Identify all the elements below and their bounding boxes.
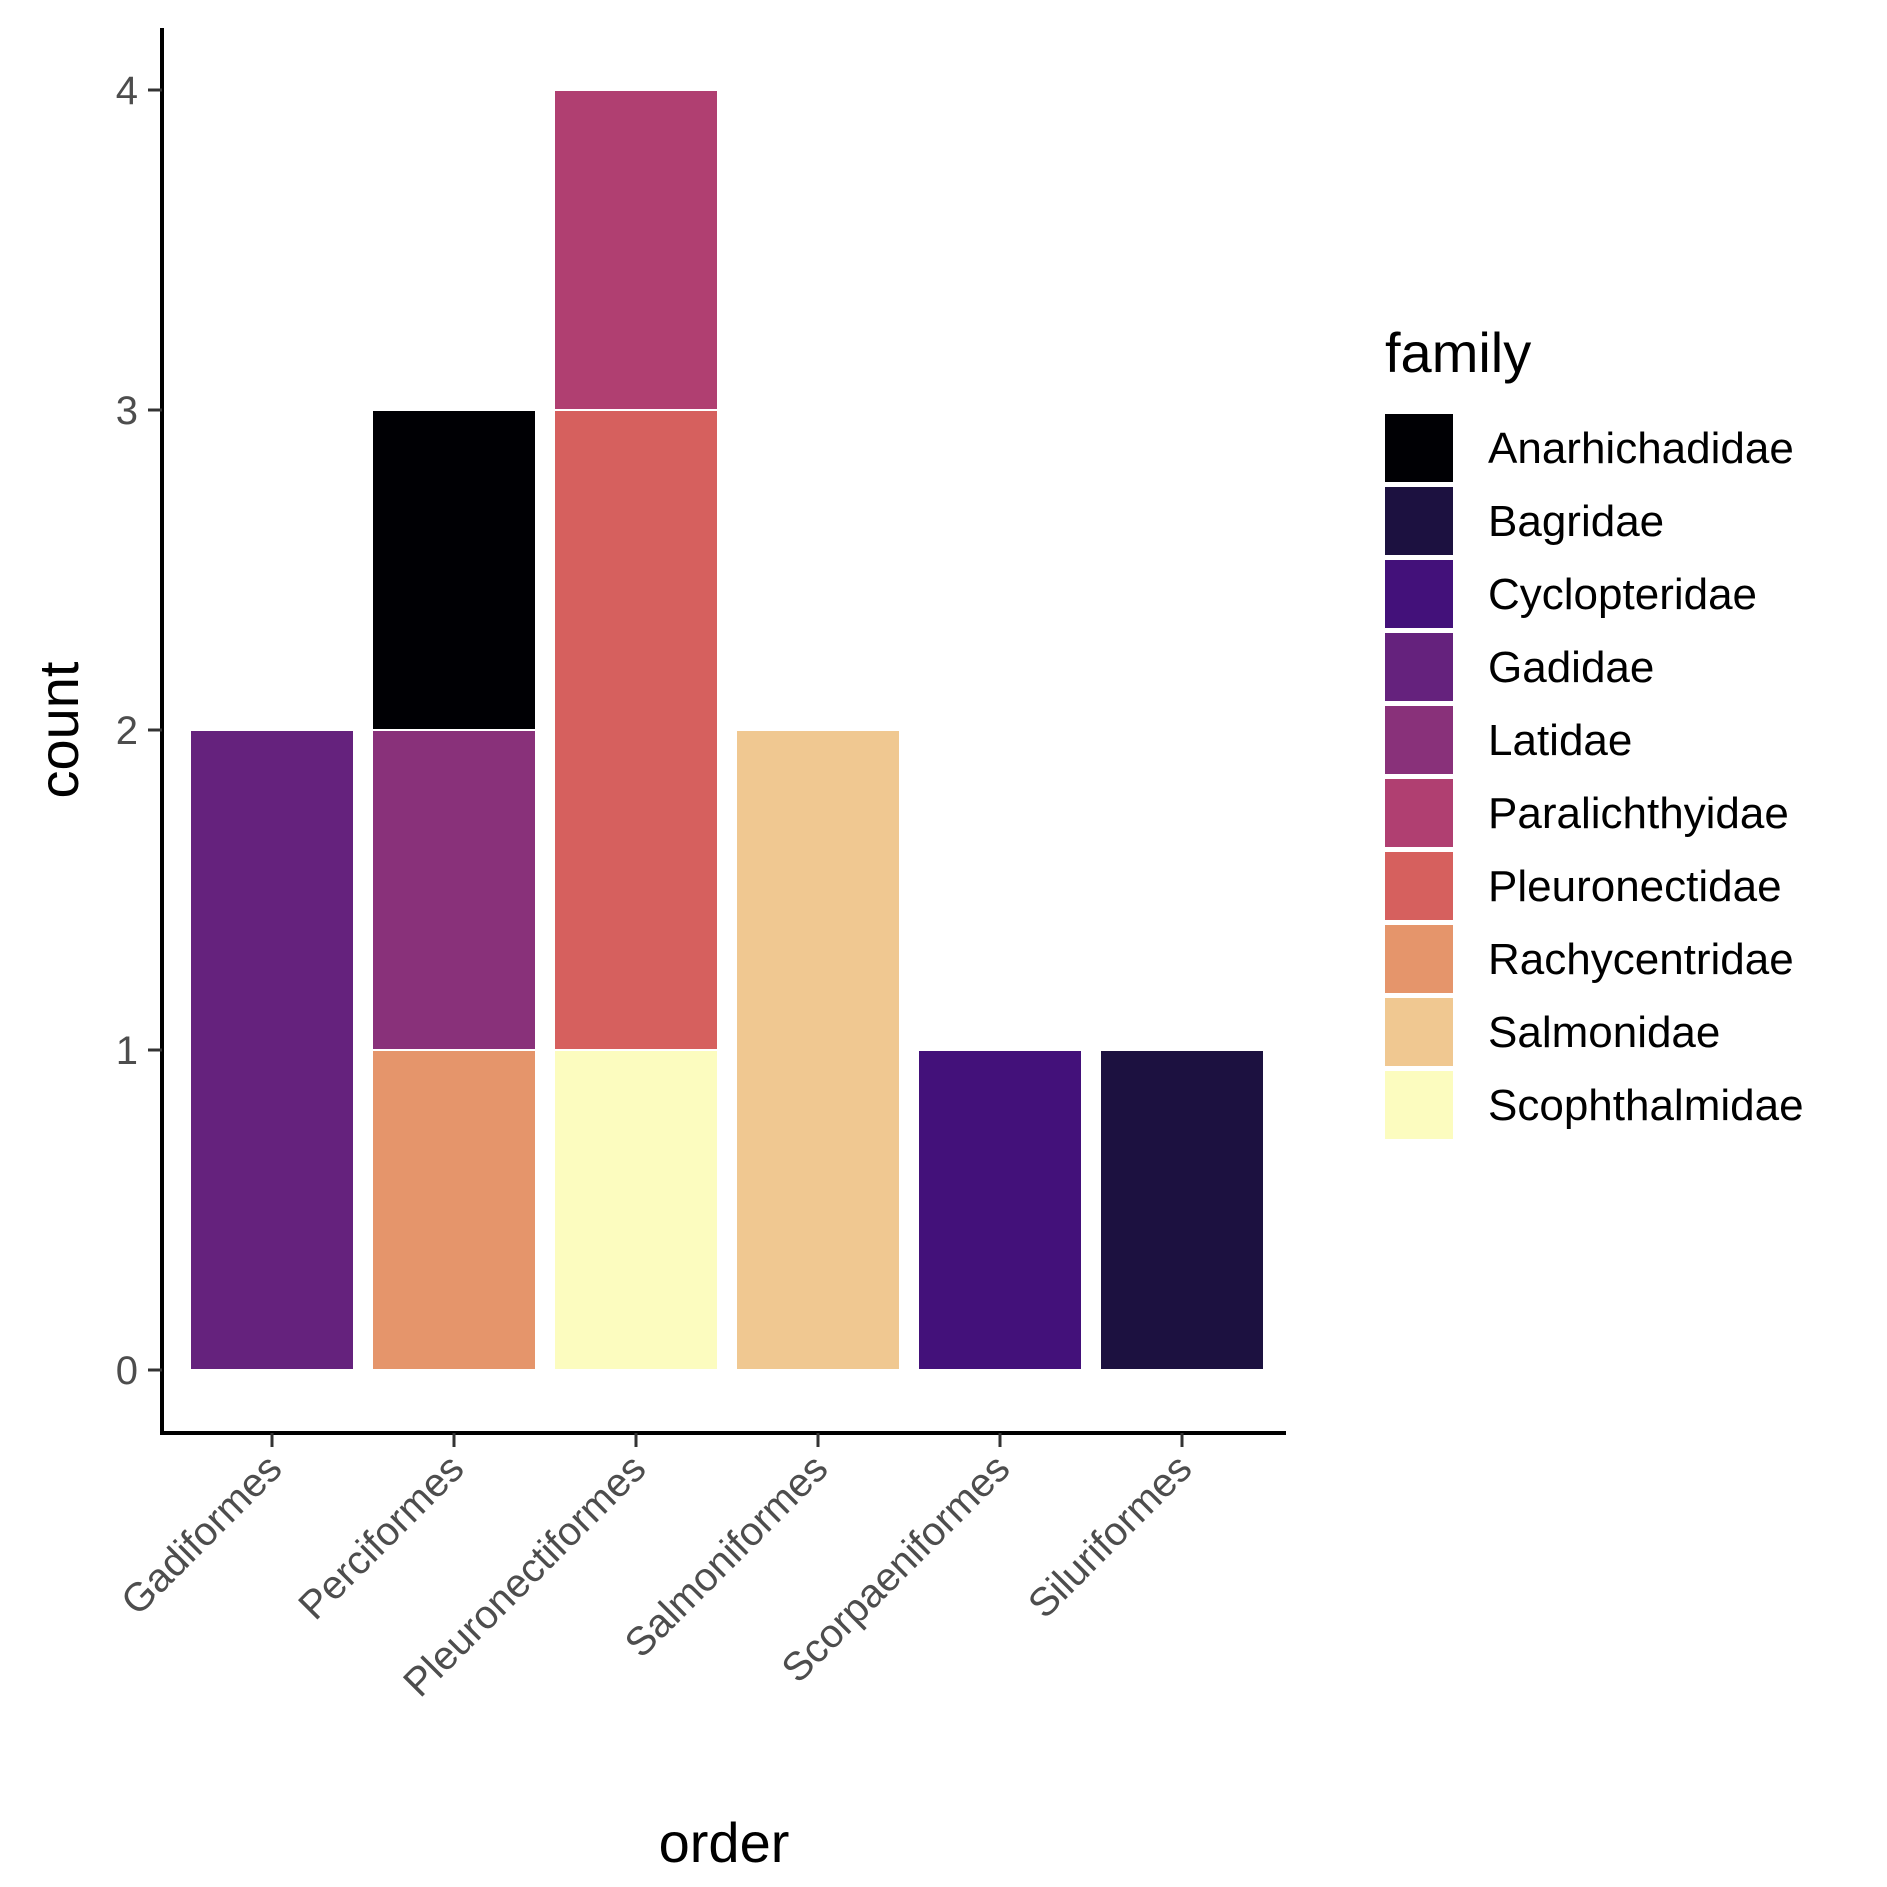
legend-label-cyclopteridae: Cyclopteridae	[1488, 570, 1757, 619]
y-tick-label-2: 2	[116, 709, 138, 753]
legend-label-salmonidae: Salmonidae	[1488, 1008, 1720, 1057]
legend-label-pleuronectidae: Pleuronectidae	[1488, 862, 1782, 911]
legend-label-anarhichadidae: Anarhichadidae	[1488, 424, 1794, 473]
legend-key-salmonidae	[1385, 998, 1453, 1066]
x-tick-label-gadiformes: Gadiformes	[113, 1446, 290, 1623]
y-tick-label-1: 1	[116, 1029, 138, 1073]
legend-key-pleuronectidae	[1385, 852, 1453, 920]
x-axis-title: order	[659, 1811, 790, 1874]
legend-label-bagridae: Bagridae	[1488, 497, 1664, 546]
legend-key-rachycentridae	[1385, 925, 1453, 993]
x-tick-label-perciformes: Perciformes	[290, 1446, 472, 1628]
bar-perciformes-latidae	[371, 729, 537, 1051]
legend-key-cyclopteridae	[1385, 560, 1453, 628]
legend-key-latidae	[1385, 706, 1453, 774]
bar-siluriformes-bagridae	[1099, 1049, 1265, 1371]
bar-scorpaeniformes-cyclopteridae	[917, 1049, 1083, 1371]
bar-pleuronectiformes-paralichthyidae	[553, 89, 719, 411]
x-ticks-group: Gadiformes PerciformesPleuronectiformesSa…	[113, 1433, 1200, 1705]
bars-group	[189, 89, 1265, 1371]
legend: family Anarhichadidae Bagridae Cyclopterid…	[1385, 321, 1804, 1139]
bar-perciformes-anarhichadidae	[371, 409, 537, 731]
y-ticks-group: 0 1 2 3 4	[116, 69, 162, 1393]
legend-label-scophthalmidae: Scophthalmidae	[1488, 1081, 1804, 1130]
bar-gadiformes-gadidae	[189, 729, 355, 1371]
y-axis-title: count	[27, 661, 90, 798]
legend-label-gadidae: Gadidae	[1488, 643, 1654, 692]
bar-perciformes-rachycentridae	[371, 1049, 537, 1371]
y-tick-label-0: 0	[116, 1349, 138, 1393]
legend-key-gadidae	[1385, 633, 1453, 701]
legend-key-paralichthyidae	[1385, 779, 1453, 847]
y-tick-label-4: 4	[116, 69, 138, 113]
legend-label-latidae: Latidae	[1488, 716, 1632, 765]
bar-salmoniformes-salmonidae	[735, 729, 901, 1371]
x-tick-label-siluriformes: Siluriformes	[1020, 1446, 1200, 1626]
legend-key-bagridae	[1385, 487, 1453, 555]
legend-label-rachycentridae: Rachycentridae	[1488, 935, 1794, 984]
legend-label-paralichthyidae: Paralichthyidae	[1488, 789, 1789, 838]
legend-key-anarhichadidae	[1385, 414, 1453, 482]
bar-pleuronectiformes-scophthalmidae	[553, 1049, 719, 1371]
bar-pleuronectiformes-pleuronectidae	[553, 409, 719, 1051]
y-tick-label-3: 3	[116, 389, 138, 433]
legend-title: family	[1385, 321, 1531, 384]
legend-key-scophthalmidae	[1385, 1071, 1453, 1139]
